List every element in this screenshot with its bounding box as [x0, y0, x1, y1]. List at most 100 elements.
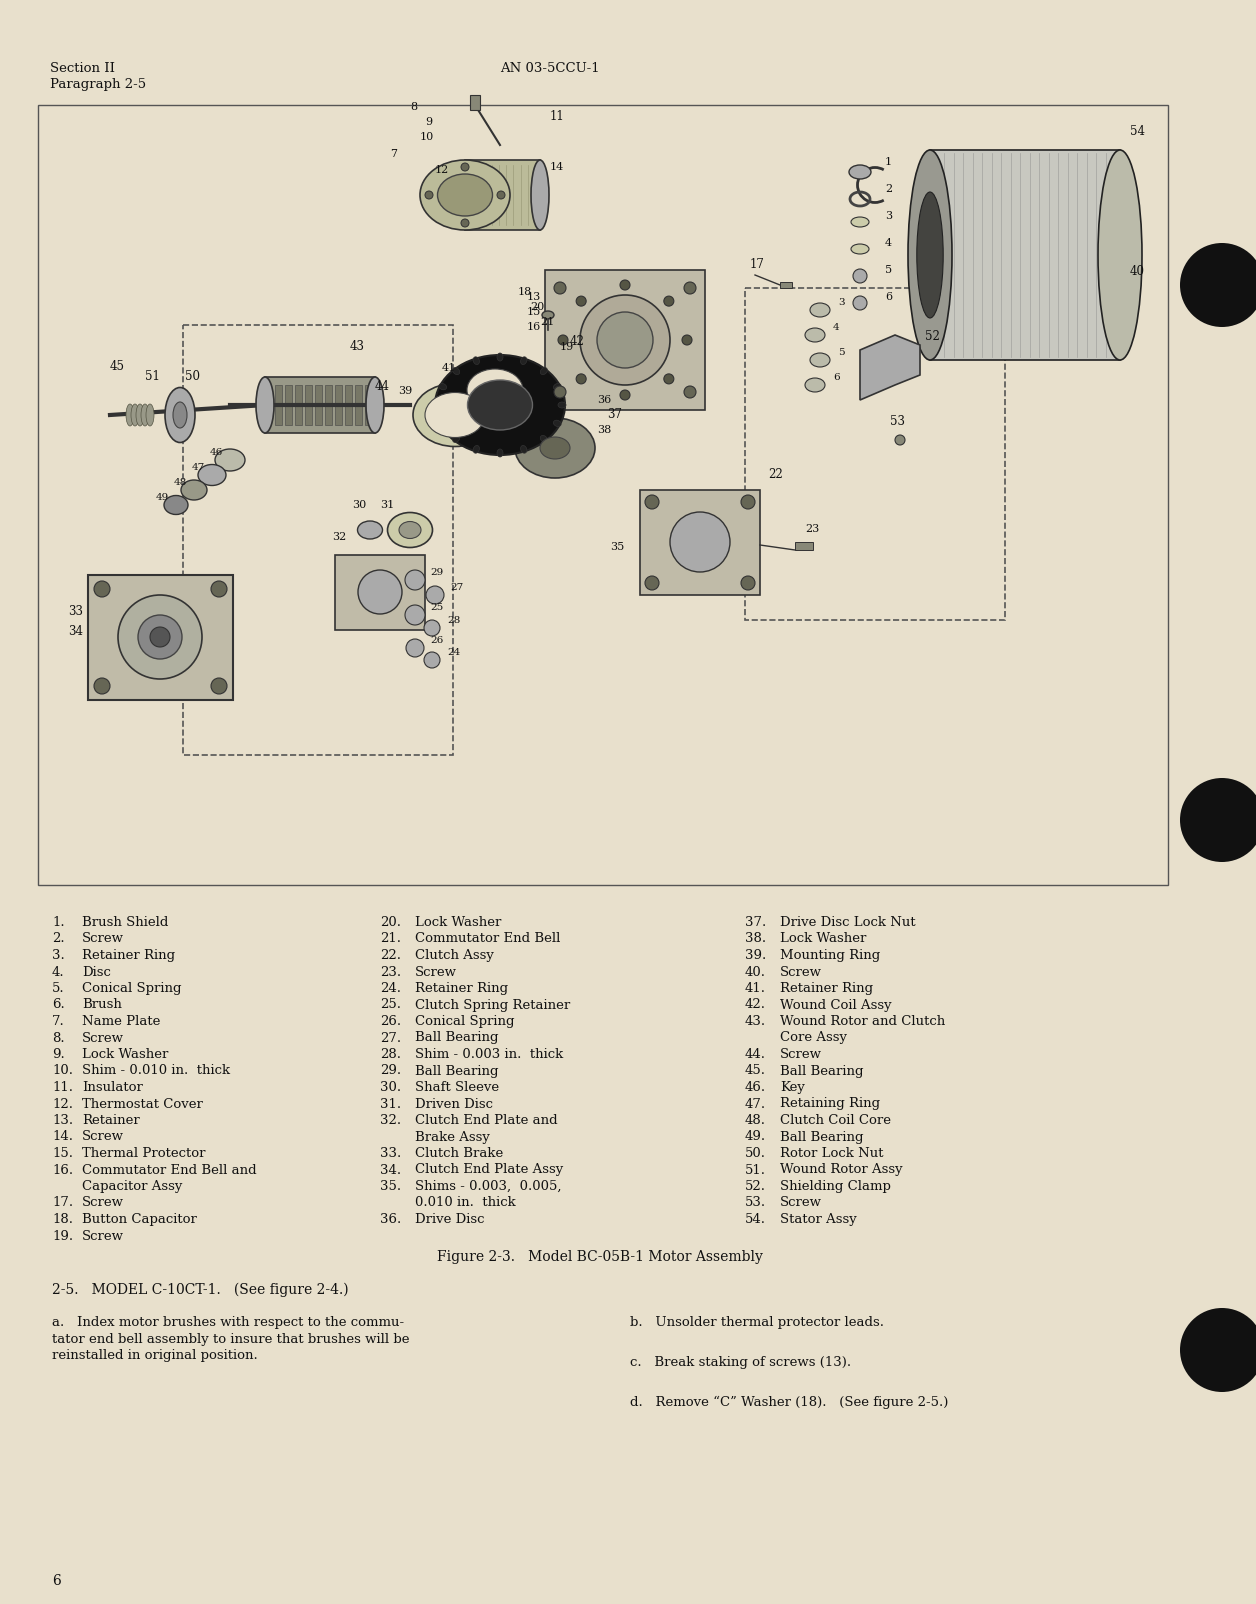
Ellipse shape: [467, 380, 533, 430]
Text: 49: 49: [156, 492, 170, 502]
Text: 42: 42: [570, 335, 585, 348]
Text: 34: 34: [68, 626, 83, 638]
Ellipse shape: [181, 480, 207, 500]
Text: Drive Disc: Drive Disc: [414, 1213, 485, 1225]
Text: 16.: 16.: [51, 1163, 73, 1176]
Text: 25.: 25.: [381, 999, 401, 1012]
Circle shape: [425, 621, 440, 637]
Circle shape: [94, 581, 111, 597]
Ellipse shape: [457, 361, 533, 419]
Text: b.   Unsolder thermal protector leads.: b. Unsolder thermal protector leads.: [631, 1315, 884, 1330]
Ellipse shape: [131, 404, 139, 427]
Text: 45: 45: [111, 359, 126, 374]
Text: 32: 32: [332, 533, 347, 542]
Ellipse shape: [173, 403, 187, 428]
Text: 48: 48: [175, 478, 187, 488]
Ellipse shape: [540, 436, 570, 459]
Text: 2.: 2.: [51, 932, 64, 945]
Text: 5.: 5.: [51, 982, 64, 994]
Ellipse shape: [540, 435, 548, 443]
Text: 14.: 14.: [51, 1131, 73, 1144]
Text: Retainer Ring: Retainer Ring: [82, 950, 175, 962]
Text: 43: 43: [350, 340, 365, 353]
Text: 3: 3: [838, 298, 844, 306]
Text: AN 03-5CCU-1: AN 03-5CCU-1: [500, 63, 599, 75]
Text: 47.: 47.: [745, 1097, 766, 1110]
Text: 41: 41: [442, 363, 456, 374]
Text: 41.: 41.: [745, 982, 766, 994]
Ellipse shape: [365, 377, 384, 433]
FancyBboxPatch shape: [88, 574, 234, 699]
Text: 5: 5: [838, 348, 844, 358]
Text: Figure 2-3.   Model BC-05B-1 Motor Assembly: Figure 2-3. Model BC-05B-1 Motor Assembl…: [437, 1250, 762, 1264]
Ellipse shape: [805, 379, 825, 391]
Text: Screw: Screw: [780, 966, 821, 978]
Circle shape: [426, 585, 445, 605]
Circle shape: [1179, 1307, 1256, 1392]
Text: 24.: 24.: [381, 982, 401, 994]
Ellipse shape: [558, 403, 566, 407]
Text: 20.: 20.: [381, 916, 401, 929]
Ellipse shape: [358, 521, 383, 539]
Text: Disc: Disc: [82, 966, 111, 978]
Text: reinstalled in original position.: reinstalled in original position.: [51, 1349, 257, 1362]
Text: 5: 5: [885, 265, 892, 274]
Text: 39.: 39.: [745, 950, 766, 962]
Text: 44: 44: [376, 380, 391, 393]
FancyBboxPatch shape: [345, 385, 352, 425]
Ellipse shape: [805, 327, 825, 342]
Text: Brush Shield: Brush Shield: [82, 916, 168, 929]
Circle shape: [620, 390, 631, 399]
Ellipse shape: [425, 393, 485, 438]
Text: 33: 33: [68, 605, 83, 618]
Circle shape: [664, 297, 673, 306]
Ellipse shape: [497, 353, 502, 361]
Circle shape: [118, 595, 202, 678]
Ellipse shape: [399, 521, 421, 539]
Text: 12.: 12.: [51, 1097, 73, 1110]
FancyBboxPatch shape: [335, 555, 425, 630]
Text: Drive Disc Lock Nut: Drive Disc Lock Nut: [780, 916, 916, 929]
Circle shape: [620, 281, 631, 290]
Text: 10: 10: [420, 132, 435, 143]
Text: Shim - 0.003 in.  thick: Shim - 0.003 in. thick: [414, 1047, 563, 1060]
Text: Clutch Brake: Clutch Brake: [414, 1147, 504, 1160]
Text: 9.: 9.: [51, 1047, 65, 1060]
Circle shape: [461, 220, 468, 228]
Text: Commutator End Bell and: Commutator End Bell and: [82, 1163, 256, 1176]
Text: 22.: 22.: [381, 950, 401, 962]
Ellipse shape: [435, 403, 442, 407]
Text: 17.: 17.: [51, 1197, 73, 1209]
Text: 30: 30: [352, 500, 367, 510]
Text: 8.: 8.: [51, 1031, 64, 1044]
Text: 1.: 1.: [51, 916, 64, 929]
Text: Stator Assy: Stator Assy: [780, 1213, 857, 1225]
Text: 36.: 36.: [381, 1213, 401, 1225]
Text: 27.: 27.: [381, 1031, 401, 1044]
Circle shape: [404, 569, 425, 590]
Text: Retainer Ring: Retainer Ring: [414, 982, 509, 994]
Ellipse shape: [388, 513, 432, 547]
Ellipse shape: [437, 173, 492, 217]
Text: Commutator End Bell: Commutator End Bell: [414, 932, 560, 945]
Text: 51.: 51.: [745, 1163, 766, 1176]
Circle shape: [211, 581, 227, 597]
Text: 50: 50: [185, 371, 200, 383]
Ellipse shape: [554, 420, 561, 427]
Text: 22: 22: [767, 468, 782, 481]
Text: 17: 17: [750, 258, 765, 271]
Ellipse shape: [917, 192, 943, 318]
Text: 24: 24: [447, 648, 460, 658]
Text: Ball Bearing: Ball Bearing: [780, 1131, 864, 1144]
Text: 21.: 21.: [381, 932, 401, 945]
Text: 6: 6: [833, 374, 839, 382]
Text: Wound Rotor Assy: Wound Rotor Assy: [780, 1163, 903, 1176]
Text: Ball Bearing: Ball Bearing: [414, 1031, 499, 1044]
Text: Mounting Ring: Mounting Ring: [780, 950, 880, 962]
Circle shape: [558, 335, 568, 345]
Text: c.   Break staking of screws (13).: c. Break staking of screws (13).: [631, 1355, 852, 1368]
Ellipse shape: [474, 446, 480, 454]
Text: Shielding Clamp: Shielding Clamp: [780, 1181, 891, 1193]
Circle shape: [646, 496, 659, 508]
Text: Screw: Screw: [82, 1230, 124, 1243]
